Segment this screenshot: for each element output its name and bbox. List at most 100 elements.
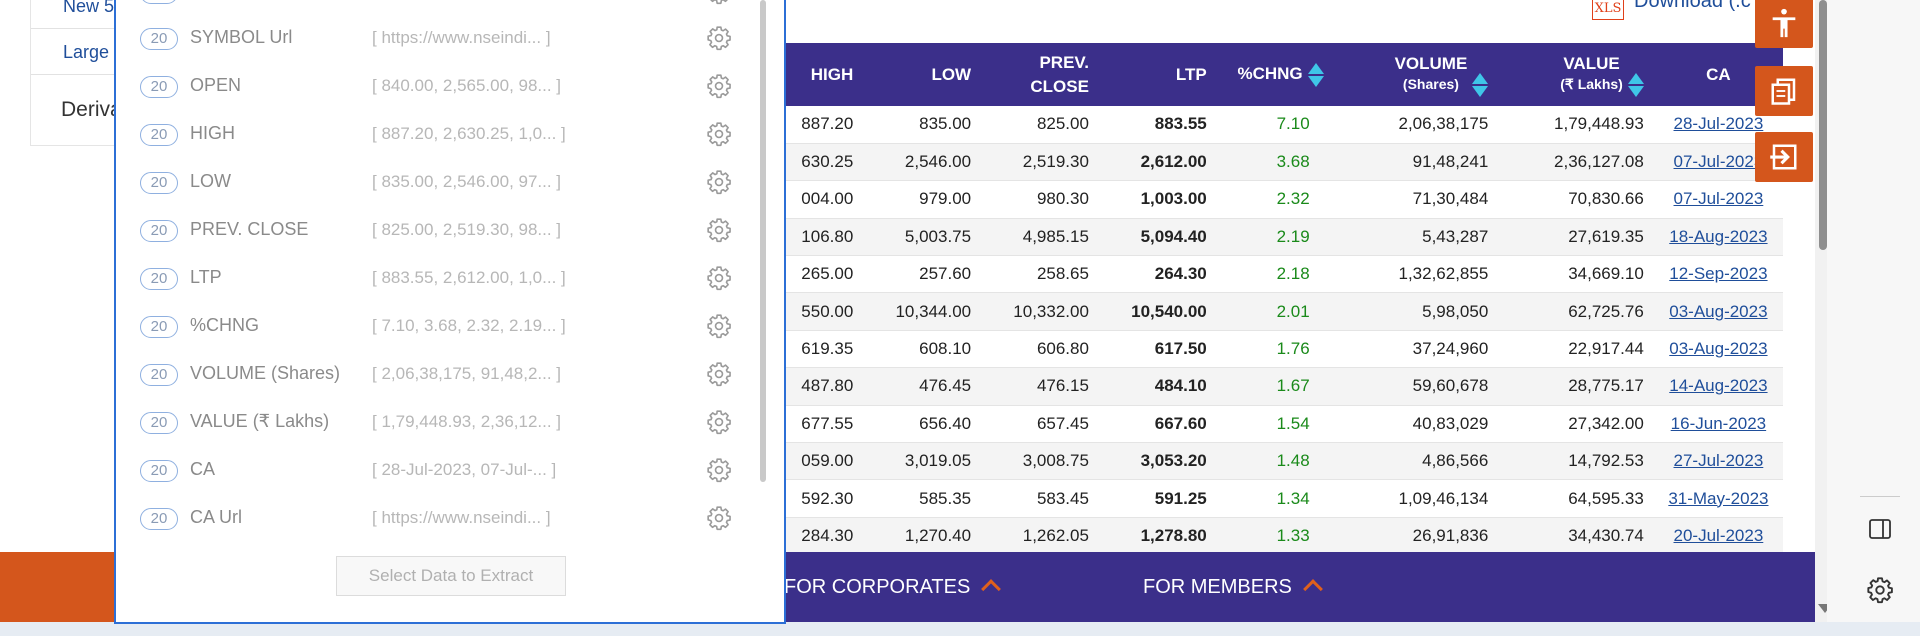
xls-icon[interactable]: XLS bbox=[1592, 0, 1624, 20]
cell-high: 106.80 bbox=[801, 226, 854, 246]
copy-button[interactable] bbox=[1755, 66, 1813, 116]
ca-date-link[interactable]: 28-Jul-2023 bbox=[1673, 114, 1764, 134]
select-data-to-extract-button[interactable]: Select Data to Extract bbox=[336, 556, 566, 596]
gear-icon[interactable] bbox=[706, 505, 732, 536]
cell-volume: 59,60,678 bbox=[1412, 376, 1489, 396]
ca-date-link[interactable]: 27-Jul-2023 bbox=[1673, 451, 1764, 471]
field-preview: [ https://www.nseindi... ] bbox=[372, 508, 551, 527]
field-count-badge: 20 bbox=[140, 28, 178, 50]
page-scrollbar-thumb[interactable] bbox=[1819, 0, 1827, 250]
table-row: 630.25 2,546.00 2,519.30 2,612.00 3.68 91,48,… bbox=[784, 143, 1783, 181]
cell-chng: 2.32 bbox=[1276, 189, 1310, 209]
field-name: LTP bbox=[190, 267, 222, 287]
col-chng[interactable]: %CHNG bbox=[1217, 43, 1334, 106]
cell-prev-close: 1,262.05 bbox=[1022, 525, 1089, 545]
col-ca[interactable]: CA bbox=[1706, 64, 1731, 84]
menu-link-large[interactable]: Large bbox=[63, 42, 110, 62]
ca-date-link[interactable]: 16-Jun-2023 bbox=[1670, 413, 1767, 433]
cell-ca: 28-Jul-2023 bbox=[1654, 106, 1783, 143]
table-row: 487.80 476.45 476.15 484.10 1.67 59,60,678 28,… bbox=[784, 367, 1783, 406]
col-ltp[interactable]: LTP bbox=[1175, 64, 1207, 84]
gear-icon[interactable] bbox=[706, 313, 732, 344]
cell-chng: 7.10 bbox=[1276, 114, 1310, 134]
login-button[interactable] bbox=[1755, 132, 1813, 182]
cell-value: 2,36,127.08 bbox=[1554, 152, 1644, 172]
field-row[interactable]: 20 OPEN [ 840.00, 2,565.00, 98... ] bbox=[140, 68, 740, 108]
sort-icon[interactable] bbox=[1472, 72, 1489, 97]
chevron-up-icon bbox=[1303, 579, 1323, 599]
field-preview: [ 28-Jul-2023, 07-Jul-... ] bbox=[372, 460, 557, 479]
table-row: 677.55 656.40 657.45 667.60 1.54 40,83,029 27,… bbox=[784, 405, 1783, 443]
gear-icon[interactable] bbox=[706, 25, 732, 56]
footer-for-corporates[interactable]: FOR CORPORATES bbox=[784, 576, 1002, 599]
cell-prev-close: 10,332.00 bbox=[1013, 301, 1089, 321]
ca-date-link[interactable]: 31-May-2023 bbox=[1668, 488, 1769, 508]
cell-high: 677.55 bbox=[801, 413, 854, 433]
field-row[interactable]: 20 %CHNG [ 7.10, 3.68, 2.32, 2.19... ] bbox=[140, 308, 740, 348]
gear-icon[interactable] bbox=[706, 217, 732, 248]
cell-low: 10,344.00 bbox=[895, 301, 972, 321]
gear-icon[interactable] bbox=[706, 169, 732, 200]
field-count-badge: 20 bbox=[140, 268, 178, 290]
field-row[interactable]: 20 CA Url [ https://www.nseindi... ] bbox=[140, 500, 740, 540]
browser-settings-button[interactable] bbox=[1866, 576, 1894, 609]
scroll-down-arrow[interactable] bbox=[1818, 604, 1832, 613]
panel-scrollbar[interactable] bbox=[760, 0, 766, 482]
gear-icon[interactable] bbox=[706, 457, 732, 488]
ca-date-link[interactable]: 14-Aug-2023 bbox=[1669, 376, 1768, 396]
sidebar-toggle-button[interactable] bbox=[1868, 518, 1892, 545]
col-low[interactable]: LOW bbox=[931, 64, 972, 84]
col-volume[interactable]: VOLUME (Shares) bbox=[1334, 43, 1499, 106]
ca-date-link[interactable]: 18-Aug-2023 bbox=[1669, 226, 1768, 246]
gear-icon[interactable] bbox=[706, 121, 732, 152]
field-row[interactable]: 20 VOLUME (Shares) [ 2,06,38,175, 91,48,2.… bbox=[140, 356, 740, 396]
field-row[interactable]: 20 LOW [ 835.00, 2,546.00, 97... ] bbox=[140, 164, 740, 204]
footer-for-members[interactable]: FOR MEMBERS bbox=[1143, 576, 1323, 599]
field-row[interactable]: 20 LTP [ 883.55, 2,612.00, 1,0... ] bbox=[140, 260, 740, 300]
field-name: PREV. CLOSE bbox=[190, 219, 309, 239]
cell-ltp: 667.60 bbox=[1154, 413, 1207, 433]
cell-ca: 20-Jul-2023 bbox=[1654, 517, 1783, 553]
field-row[interactable]: 20 CA [ 28-Jul-2023, 07-Jul-... ] bbox=[140, 452, 740, 492]
ca-date-link[interactable]: 12-Sep-2023 bbox=[1669, 264, 1768, 284]
chevron-up-icon bbox=[981, 579, 1002, 599]
gear-icon[interactable] bbox=[706, 0, 732, 10]
gear-icon[interactable] bbox=[706, 361, 732, 392]
browser-bottom-strip bbox=[0, 622, 1920, 636]
field-row[interactable]: 20 SYMBOL Url [ https://www.nseindi... ] bbox=[140, 20, 740, 60]
ca-date-link[interactable]: 20-Jul-2023 bbox=[1673, 525, 1764, 545]
field-preview: [ 835.00, 2,546.00, 97... ] bbox=[372, 172, 562, 191]
cell-prev-close: 476.15 bbox=[1036, 376, 1089, 396]
field-preview: [ 887.20, 2,630.25, 1,0... ] bbox=[372, 124, 566, 143]
gear-icon[interactable] bbox=[706, 265, 732, 296]
menu-link-derivatives[interactable]: Deriva bbox=[61, 98, 122, 121]
cell-chng: 1.33 bbox=[1276, 525, 1310, 545]
field-row[interactable]: 20 PREV. CLOSE [ 825.00, 2,519.30, 98... ] bbox=[140, 212, 740, 252]
gainers-table: HIGH LOW PREV. CLOSE LTP %CHNG VOLUME (Sha… bbox=[784, 43, 1783, 553]
cell-ca: 07-Jul-2023 bbox=[1654, 143, 1783, 180]
sort-icon[interactable] bbox=[1307, 62, 1324, 87]
cell-high: 059.00 bbox=[801, 451, 854, 471]
field-row[interactable]: 20 VALUE (₹ Lakhs) [ 1,79,448.93, 2,36,12.… bbox=[140, 404, 740, 444]
cell-chng: 2.18 bbox=[1276, 264, 1310, 284]
sort-icon[interactable] bbox=[1627, 72, 1644, 97]
field-row[interactable]: 20 HIGH [ 887.20, 2,630.25, 1,0... ] bbox=[140, 116, 740, 156]
ca-date-link[interactable]: 03-Aug-2023 bbox=[1669, 339, 1768, 359]
menu-link-new[interactable]: New 5 bbox=[63, 0, 115, 16]
ca-date-link[interactable]: 07-Jul-2023 bbox=[1673, 152, 1764, 172]
col-prev-close[interactable]: PREV. CLOSE bbox=[1030, 52, 1089, 96]
download-link[interactable]: Download (.c bbox=[1634, 0, 1751, 12]
accessibility-button[interactable] bbox=[1755, 0, 1813, 48]
field-row-partial[interactable] bbox=[140, 0, 740, 14]
cell-high: 487.80 bbox=[801, 376, 854, 396]
site-left-menu: New 5 Large Deriva bbox=[30, 0, 122, 146]
col-value[interactable]: VALUE (₹ Lakhs) bbox=[1498, 43, 1654, 106]
ca-date-link[interactable]: 03-Aug-2023 bbox=[1669, 301, 1768, 321]
cell-high: 630.25 bbox=[801, 152, 854, 172]
gear-icon[interactable] bbox=[706, 409, 732, 440]
ca-date-link[interactable]: 07-Jul-2023 bbox=[1673, 189, 1764, 209]
col-high[interactable]: HIGH bbox=[810, 64, 854, 84]
table-row: 592.30 585.35 583.45 591.25 1.34 1,09,46,134 6… bbox=[784, 480, 1783, 518]
gear-icon[interactable] bbox=[706, 73, 732, 104]
cell-chng: 1.76 bbox=[1276, 339, 1310, 359]
